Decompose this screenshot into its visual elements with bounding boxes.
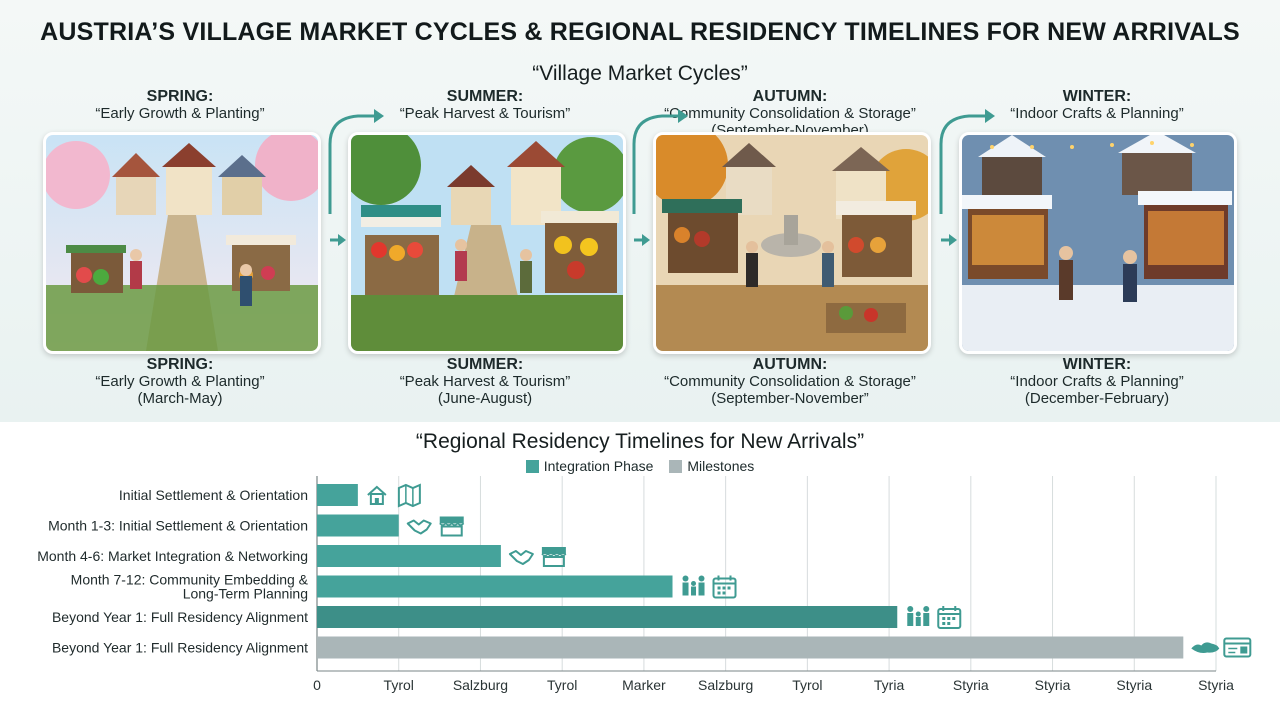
arrow-spring-to-summer [328, 109, 384, 246]
market-stall-icon [439, 516, 465, 537]
market-cycles-title: “Village Market Cycles” [532, 62, 748, 85]
legend-item-milestones: Milestones [669, 458, 754, 474]
bar-label: Beyond Year 1: Full Residency Alignment [52, 640, 308, 656]
bar-label: Initial Settlement & Orientation [119, 487, 308, 503]
x-tick-label: Styria [1035, 677, 1071, 693]
chart-title: “Regional Residency Timelines for New Ar… [415, 430, 865, 453]
bar [317, 636, 1184, 659]
autumn-market-scene [653, 132, 931, 354]
x-tick-label: Salzburg [453, 677, 508, 693]
spring-top-label: SPRING: “Early Growth & Planting” [95, 88, 265, 122]
handshake-icon [406, 519, 432, 535]
x-tick-label: 0 [313, 677, 321, 693]
bar [317, 545, 501, 567]
bar [317, 484, 358, 506]
spring-market-scene [43, 132, 321, 354]
x-tick-label: Styria [1116, 677, 1152, 693]
x-tick-label: Tyrol [792, 677, 822, 693]
x-tick-label: Tyrol [384, 677, 414, 693]
arrow-autumn-to-winter [939, 109, 995, 246]
winter-market-scene [959, 132, 1237, 354]
x-tick-label: Salzburg [698, 677, 753, 693]
bar [317, 575, 673, 598]
summer-top-label: SUMMER: “Peak Harvest & Tourism” [399, 88, 571, 122]
x-tick-label: Marker [622, 677, 666, 693]
winter-bottom-label: WINTER: “Indoor Crafts & Planning” (Dece… [1010, 356, 1184, 407]
family-icon [682, 575, 705, 596]
bar [317, 514, 399, 537]
summer-market-scene [348, 132, 626, 354]
calendar-icon [712, 575, 737, 599]
page-title: AUSTRIA’S VILLAGE MARKET CYCLES & REGION… [40, 18, 1240, 46]
market-stall-icon [541, 547, 567, 567]
arrow-summer-to-autumn [632, 109, 688, 246]
bar [317, 606, 898, 628]
residency-timeline-chart: 0 Tyrol Salzburg Tyrol Marker Salzburg Tyrol Ty… [37, 476, 1252, 693]
house-icon [367, 485, 387, 505]
map-icon [397, 483, 421, 508]
x-tick-label: Styria [1198, 677, 1234, 693]
family-icon [907, 606, 930, 626]
residence-card-icon [1223, 637, 1252, 658]
handshake-icon [508, 550, 534, 565]
bar-label: Beyond Year 1: Full Residency Alignment [52, 609, 308, 625]
legend-item-integration: Integration Phase [525, 458, 653, 474]
x-tick-label: Styria [953, 677, 989, 693]
bar-label: Month 1-3: Initial Settlement & Orientat… [48, 518, 308, 534]
bar-label: Month 7-12: Community Embedding & Long-Te… [71, 572, 309, 602]
austria-map-icon [1191, 642, 1220, 653]
chart-legend: Integration Phase Milestones [0, 458, 1280, 474]
autumn-bottom-label: AUTUMN: “Community Consolidation & Stora… [664, 356, 916, 407]
spring-bottom-label: SPRING: “Early Growth & Planting” (March… [95, 356, 265, 407]
summer-bottom-label: SUMMER: “Peak Harvest & Tourism” (June-A… [399, 356, 571, 407]
bar-label: Month 4-6: Market Integration & Networki… [37, 548, 308, 564]
calendar-icon [937, 606, 962, 629]
winter-top-label: WINTER: “Indoor Crafts & Planning” [1010, 88, 1184, 122]
x-tick-label: Tyria [874, 677, 905, 693]
x-tick-label: Tyrol [547, 677, 577, 693]
